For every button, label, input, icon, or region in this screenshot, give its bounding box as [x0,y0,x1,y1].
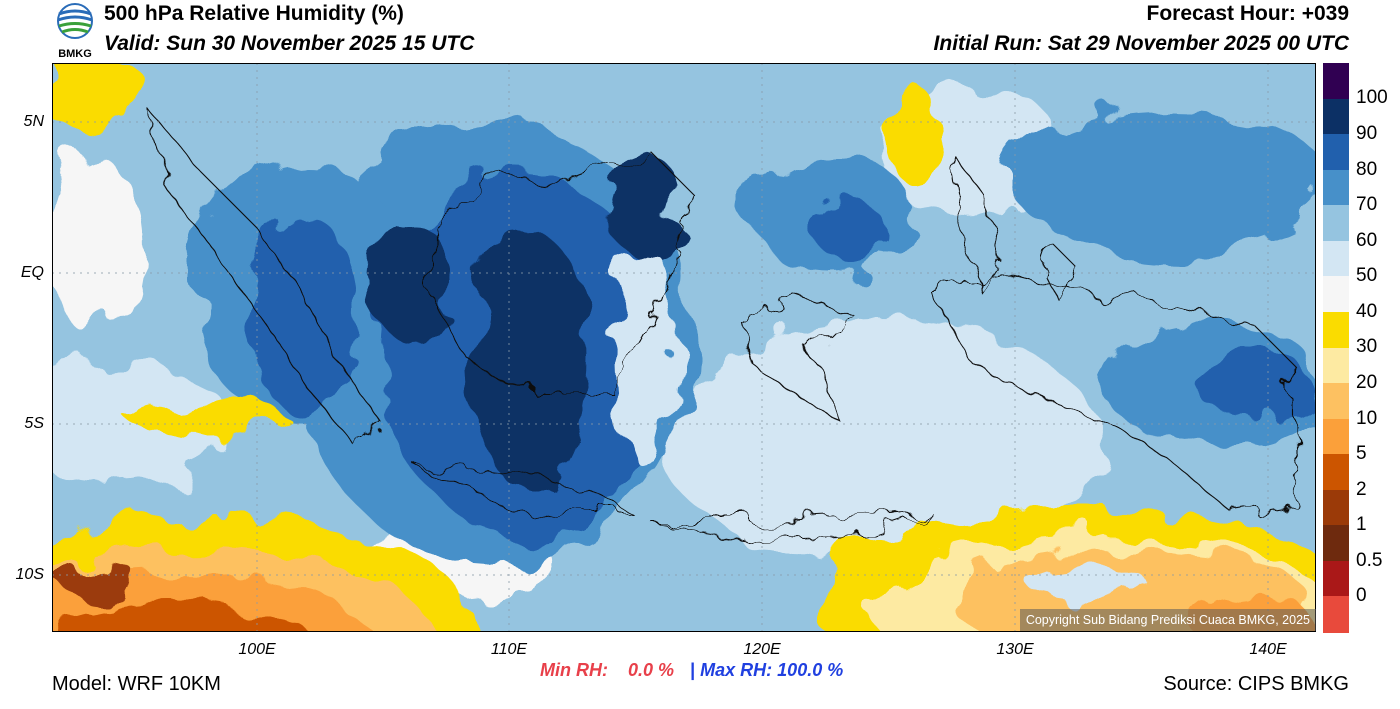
legend-label-20: 20 [1356,372,1378,393]
legend-band [1323,596,1349,633]
legend-band [1323,205,1349,242]
y-tick-eq: EQ [20,264,44,281]
legend-label-100: 100 [1356,87,1388,108]
legend-label-1: 1 [1356,514,1367,535]
legend-band [1323,276,1349,313]
legend-band [1323,418,1349,455]
x-tick-100e: 100E [238,641,276,658]
humidity-map-svg [52,63,1316,632]
graticule [52,63,1316,632]
legend-label-10: 10 [1356,408,1378,429]
source-label: Source: CIPS BMKG [1163,673,1349,695]
legend-label-30: 30 [1356,336,1378,357]
x-tick-130e: 130E [996,641,1034,658]
min-rh-label: Min RH: [540,660,608,680]
legend-label-0: 0 [1356,585,1367,606]
copyright-notice: Copyright Sub Bidang Prediksi Cuaca BMKG… [1019,609,1316,631]
legend-label-50: 50 [1356,265,1378,286]
rh-stats: Min RH: 0.0 % | Max RH: 100.0 % [540,660,843,681]
valid-time: Valid: Sun 30 November 2025 15 UTC [104,32,475,55]
legend-band [1323,525,1349,562]
legend-label-40: 40 [1356,301,1378,322]
coastlines [141,102,1293,539]
chart-title: 500 hPa Relative Humidity (%) [104,2,404,25]
legend-band [1323,63,1349,100]
x-tick-120e: 120E [743,641,781,658]
legend-band [1323,347,1349,384]
stats-separator: | [690,660,696,680]
legend-label-70: 70 [1356,194,1378,215]
legend-label-0-5: 0.5 [1356,550,1383,571]
humidity-fields [52,63,1316,632]
legend-colorbar [1323,63,1349,633]
logo-text: BMKG [58,48,92,60]
x-tick-140e: 140E [1249,641,1287,658]
legend-label-60: 60 [1356,230,1378,251]
y-tick-5n: 5N [23,113,44,130]
legend-label-90: 90 [1356,123,1378,144]
min-rh-value: 0.0 % [628,660,675,680]
bmkg-logo: BMKG [57,3,93,60]
legend-band [1323,169,1349,206]
legend-band [1323,134,1349,171]
forecast-hour: Forecast Hour: +039 [1146,2,1350,25]
y-tick-5s: 5S [24,415,44,432]
model-label: Model: WRF 10KM [52,673,221,695]
legend-band [1323,240,1349,277]
legend-band [1323,311,1349,348]
legend-band [1323,98,1349,135]
legend-label-2: 2 [1356,479,1367,500]
y-tick-10s: 10S [15,566,44,583]
legend-band [1323,489,1349,526]
max-rh-label: Max RH: [700,660,773,680]
legend-band [1323,383,1349,420]
legend-band [1323,454,1349,491]
x-tick-110e: 110E [490,641,528,658]
legend-label-5: 5 [1356,443,1367,464]
initial-run: Initial Run: Sat 29 November 2025 00 UTC [933,32,1349,55]
max-rh-value: 100.0 % [777,660,844,680]
humidity-map [52,63,1316,632]
legend-band [1323,560,1349,597]
legend-label-80: 80 [1356,159,1378,180]
